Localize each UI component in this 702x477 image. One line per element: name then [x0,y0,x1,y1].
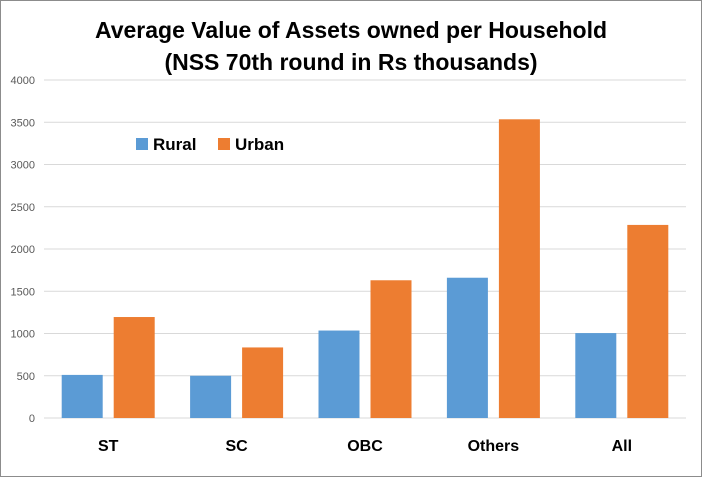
bar-rural-obc [318,330,360,418]
bar-rural-others [446,277,488,418]
y-tick-label: 4000 [11,75,35,87]
x-category-label: Others [468,438,520,455]
x-category-label: SC [225,438,248,455]
y-tick-label: 3000 [11,160,35,172]
legend-label-rural: Rural [153,135,196,154]
bar-urban-sc [242,347,284,418]
x-category-label: All [612,438,632,455]
legend-label-urban: Urban [235,135,284,154]
y-tick-label: 0 [29,413,35,425]
bar-rural-st [61,374,103,418]
x-category-label: OBC [347,438,383,455]
x-category-label: ST [98,438,119,455]
chart-title: Average Value of Assets owned per Househ… [0,14,702,78]
y-tick-label: 2500 [11,202,35,214]
legend-swatch-rural [136,138,148,150]
bar-rural-sc [190,375,232,418]
bar-urban-all [627,224,669,418]
bar-urban-others [498,119,540,418]
chart-title-line1: Average Value of Assets owned per Househ… [94,17,608,43]
y-tick-label: 2000 [11,244,35,256]
chart-subtitle: (NSS 70th round in Rs thousands) [164,49,538,75]
bar-urban-obc [370,280,412,418]
y-tick-label: 500 [17,371,35,383]
legend-swatch-urban [218,138,230,150]
bar-urban-st [113,317,155,418]
legend: Rural Urban [136,135,284,154]
x-axis-labels: ST SC OBC Others All [98,438,632,455]
y-tick-label: 1500 [11,286,35,298]
bar-rural-all [575,333,617,418]
bars [61,119,669,418]
y-tick-label: 1000 [11,329,35,341]
y-axis-ticks: 0 500 1000 1500 2000 2500 3000 3500 4000 [11,75,35,425]
y-tick-label: 3500 [11,117,35,129]
